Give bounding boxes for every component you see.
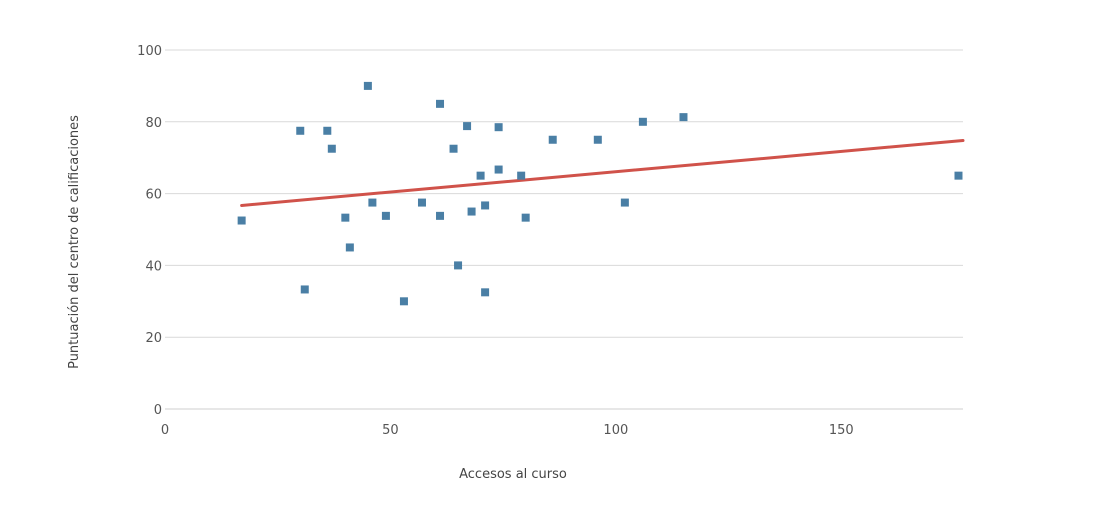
data-point[interactable] bbox=[548, 135, 557, 144]
data-point[interactable] bbox=[454, 261, 463, 270]
x-tick-label: 0 bbox=[161, 423, 169, 438]
data-point[interactable] bbox=[300, 285, 309, 294]
y-tick-label: 100 bbox=[137, 44, 162, 59]
grid-lines bbox=[165, 49, 963, 410]
data-point[interactable] bbox=[620, 198, 629, 207]
y-tick-label: 60 bbox=[145, 188, 162, 203]
data-point[interactable] bbox=[323, 126, 332, 135]
data-point[interactable] bbox=[237, 216, 246, 225]
data-point[interactable] bbox=[381, 211, 390, 220]
data-point[interactable] bbox=[467, 207, 476, 216]
x-tick-label: 100 bbox=[603, 423, 628, 438]
data-point[interactable] bbox=[341, 213, 350, 222]
data-point[interactable] bbox=[679, 113, 688, 122]
data-point[interactable] bbox=[327, 144, 336, 153]
data-point[interactable] bbox=[954, 171, 963, 180]
data-point[interactable] bbox=[449, 144, 458, 153]
y-tick-label: 40 bbox=[145, 259, 162, 274]
data-point[interactable] bbox=[399, 297, 408, 306]
data-point[interactable] bbox=[368, 198, 377, 207]
x-tick-label: 150 bbox=[829, 423, 854, 438]
trend-line-group bbox=[240, 138, 965, 207]
data-point[interactable] bbox=[363, 81, 372, 90]
data-points bbox=[237, 81, 963, 306]
data-point[interactable] bbox=[481, 288, 490, 297]
data-point[interactable] bbox=[463, 122, 472, 131]
data-point[interactable] bbox=[476, 171, 485, 180]
data-point[interactable] bbox=[481, 201, 490, 210]
y-axis-title: Puntuación del centro de calificaciones bbox=[67, 115, 82, 369]
y-tick-labels: 0 20 40 60 80 100 bbox=[137, 44, 162, 418]
trend-line bbox=[240, 138, 965, 207]
data-point[interactable] bbox=[417, 198, 426, 207]
data-point[interactable] bbox=[436, 211, 445, 220]
x-tick-labels: 0 50 100 150 bbox=[161, 423, 854, 438]
y-tick-label: 0 bbox=[154, 403, 162, 418]
data-point[interactable] bbox=[436, 99, 445, 108]
y-tick-label: 20 bbox=[145, 331, 162, 346]
data-point[interactable] bbox=[521, 213, 530, 222]
y-tick-label: 80 bbox=[145, 116, 162, 131]
data-point[interactable] bbox=[494, 165, 503, 174]
data-point[interactable] bbox=[345, 243, 354, 252]
x-tick-label: 50 bbox=[382, 423, 399, 438]
data-point[interactable] bbox=[517, 171, 526, 180]
data-point[interactable] bbox=[494, 123, 503, 132]
data-point[interactable] bbox=[296, 126, 305, 135]
data-point[interactable] bbox=[638, 117, 647, 126]
x-axis-title: Accesos al curso bbox=[459, 467, 567, 482]
data-point[interactable] bbox=[593, 135, 602, 144]
